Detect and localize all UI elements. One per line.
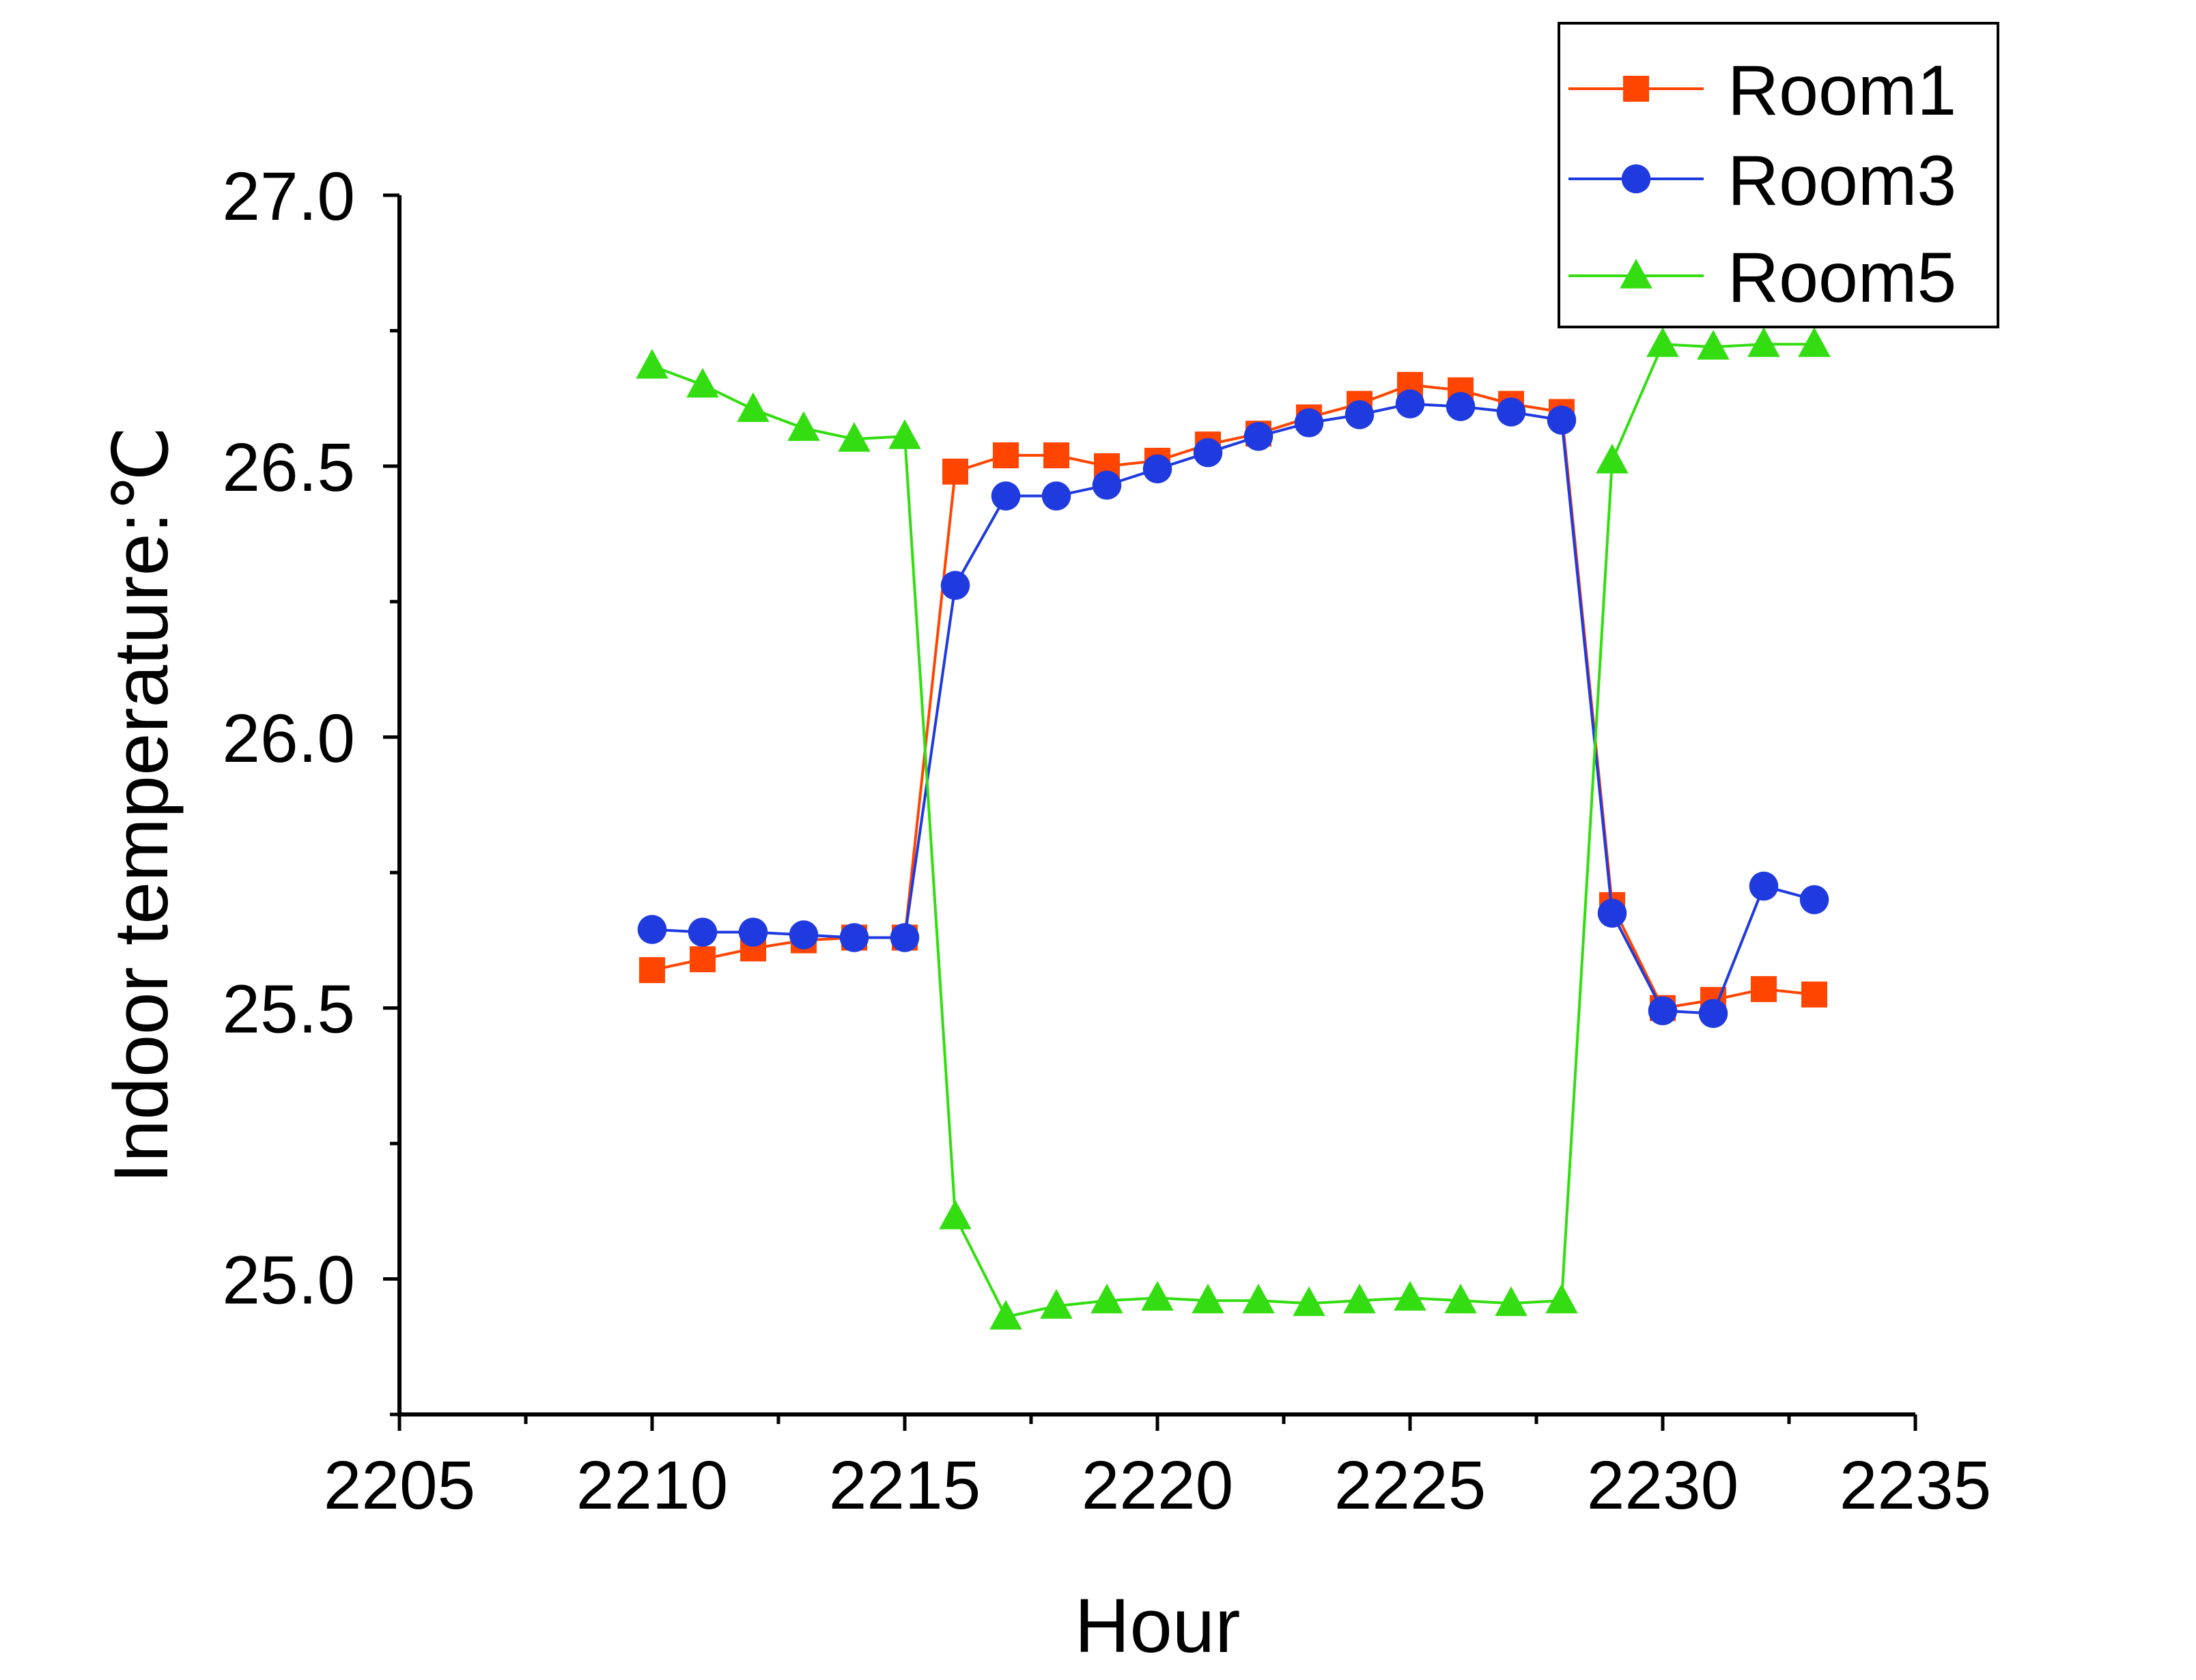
data-point [1192,1283,1224,1313]
y-axis-title: Indoor temperature:℃ [98,426,184,1183]
x-tick-label: 2230 [1587,1447,1738,1524]
data-point [1444,1283,1477,1313]
data-point [1596,444,1629,474]
data-point [789,920,819,950]
x-tick-label: 2220 [1082,1447,1233,1524]
data-point [639,957,665,984]
x-tick-label: 2215 [829,1447,981,1524]
data-point [1698,999,1728,1028]
data-point [737,392,770,423]
data-point [940,571,970,600]
x-ticks: 2205 2210 2215 2220 2225 2230 2235 [324,1414,1991,1524]
data-point [1345,400,1375,429]
data-point [1798,327,1831,357]
legend-items: Room1 Room3 Room5 [1568,51,1956,317]
y-tick-label: 27.0 [222,158,355,235]
x-axis-title: Hour [1075,1583,1241,1668]
legend-marker [1623,76,1649,102]
data-point [738,917,768,947]
data-point [688,917,718,947]
legend-label: Room3 [1728,141,1956,220]
x-tick-label: 2205 [324,1447,475,1524]
y-tick-label: 26.0 [222,700,355,777]
data-point [1040,1289,1073,1319]
data-point [1749,871,1779,901]
data-point [888,419,921,449]
data-point [1395,389,1425,418]
data-point [690,946,716,973]
series-room1 [639,371,1827,1021]
data-point [1343,1283,1376,1313]
data-point [1697,330,1730,360]
legend-marker [1620,259,1652,289]
data-point [1142,454,1172,484]
series-line [651,402,1815,1015]
data-point [636,349,668,379]
legend-item-room5: Room5 [1568,238,1956,317]
data-point [637,915,667,944]
series-room5 [636,327,1831,1330]
data-point [1043,442,1069,469]
data-point [686,367,719,398]
data-point [1242,1283,1275,1313]
data-point [1293,1286,1325,1316]
data-point [1799,885,1829,915]
data-point [939,1199,972,1229]
data-point [1394,1281,1426,1311]
legend-marker [1621,164,1651,194]
series-line [651,383,1815,1010]
data-point [1090,1283,1123,1313]
data-point [991,481,1021,511]
y-tick-label: 25.5 [222,971,355,1048]
data-point [1751,976,1777,1002]
x-tick-label: 2210 [576,1447,728,1524]
data-point [1747,327,1780,357]
data-point [1597,898,1627,928]
series-layer [636,327,1831,1330]
data-point [1545,1283,1578,1313]
data-point [1496,397,1526,427]
x-tick-label: 2225 [1334,1447,1486,1524]
data-point [1495,1286,1528,1316]
data-point [890,923,920,952]
data-point [989,1300,1022,1330]
data-point [1294,408,1324,438]
data-point [1648,996,1678,1025]
y-tick-label: 26.5 [222,429,355,506]
data-point [1446,392,1476,421]
legend-label: Room5 [1728,238,1956,317]
data-point [1092,470,1122,500]
series-room3 [637,389,1829,1028]
legend-item-room1: Room1 [1568,51,1956,130]
legend-item-room3: Room3 [1568,141,1956,220]
data-point [1547,405,1577,435]
data-point [1041,481,1071,511]
data-point [839,923,869,952]
data-point [787,411,820,441]
data-point [993,442,1019,469]
data-point [942,458,968,485]
legend: Room1 Room3 Room5 [1558,22,1999,328]
x-tick-label: 2235 [1840,1447,1991,1524]
axes: 2205 2210 2215 2220 2225 2230 2235 25.0 25.5 26.… [222,158,1991,1524]
y-ticks: 25.0 25.5 26.0 26.5 27.0 [222,158,399,1416]
series-line [651,343,1814,1319]
data-point [1243,421,1273,451]
y-tick-label: 25.0 [222,1242,355,1319]
data-point [1141,1281,1174,1311]
data-point [1193,438,1223,468]
legend-label: Room1 [1728,51,1956,130]
data-point [1646,327,1679,357]
data-point [1801,981,1827,1008]
data-point [838,422,871,452]
